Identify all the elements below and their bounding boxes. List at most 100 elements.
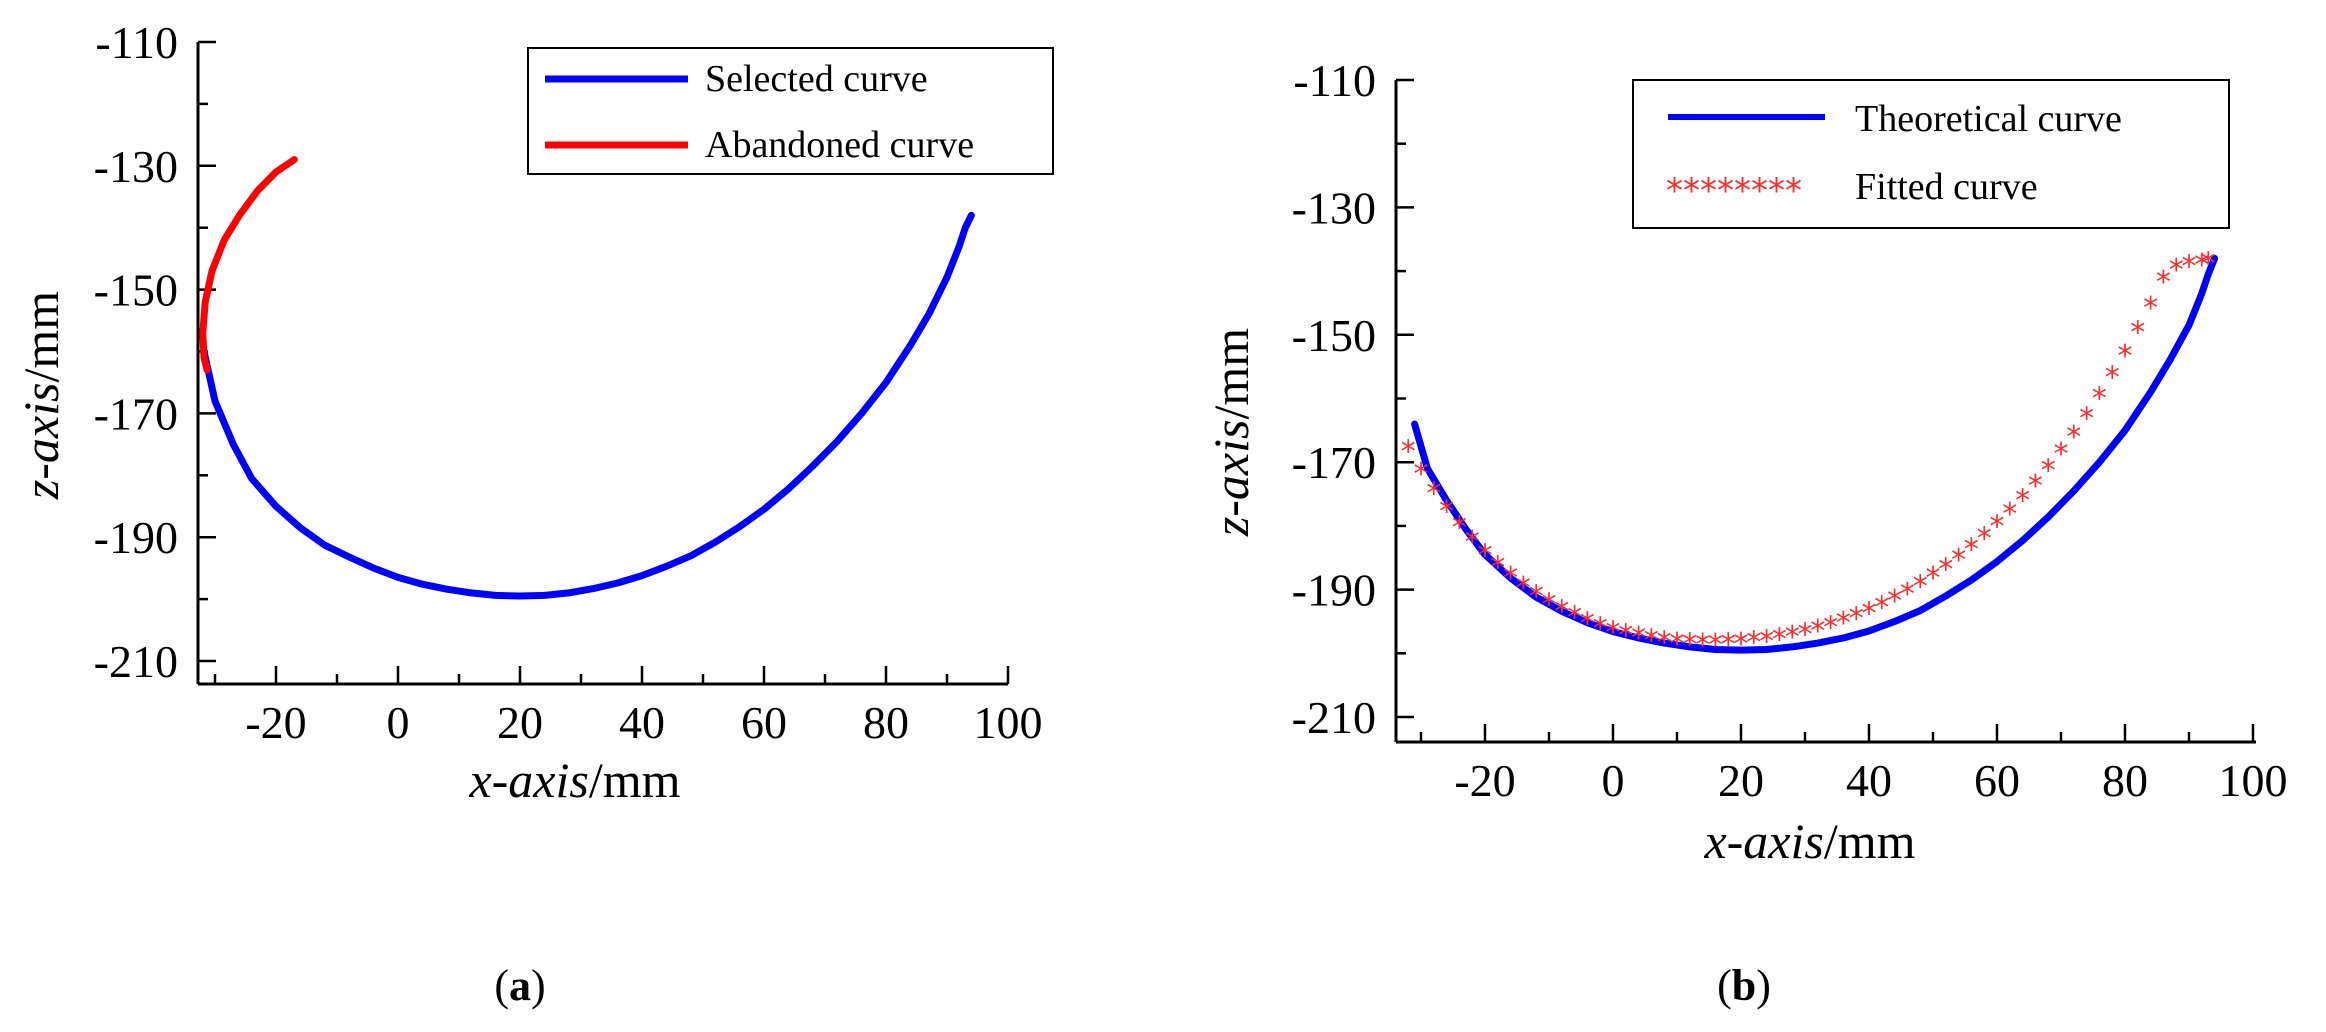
y-tick-label-a: -210 <box>94 636 178 687</box>
fitted-curve-point-b: * <box>2015 484 2030 519</box>
fitted-curve-point-b: * <box>1746 626 1761 661</box>
y-tick-label-b: -190 <box>1292 565 1376 616</box>
x-tick-label-b: 0 <box>1602 755 1625 806</box>
panel-label-a-close: ) <box>531 961 546 1010</box>
y-tick-label-b: -210 <box>1292 692 1376 743</box>
x-tick-label-a: 80 <box>863 697 909 748</box>
panel-label-b-open: ( <box>1717 961 1732 1010</box>
fitted-curve-point-b: * <box>2041 454 2056 489</box>
y-tick-label-a: -170 <box>94 388 178 439</box>
fitted-curve-point-b: * <box>2002 497 2017 532</box>
y-tick-label-b: -130 <box>1292 182 1376 233</box>
legend-a-box <box>527 47 1054 175</box>
y-tick-label-a: -190 <box>94 512 178 563</box>
fitted-curve-point-b: * <box>2028 469 2043 504</box>
chart-panel-a: -110-130-150-170-190-210-20 0 20 40 60 80 100 … <box>13 17 1054 1010</box>
y-axis-label-b-name: z-axis <box>1203 420 1259 538</box>
x-axis-label-b-name: x-axis <box>1703 813 1823 869</box>
fitted-curve-point-b: * <box>1529 580 1544 615</box>
fitted-curve-point-b: * <box>1644 624 1659 659</box>
fitted-curve-point-b: * <box>1478 538 1493 573</box>
x-tick-label-b: 100 <box>2219 755 2288 806</box>
fitted-curve-point-b: * <box>2169 253 2184 288</box>
fitted-curve-point-b: * <box>2092 382 2107 417</box>
fitted-curve-point-b: * <box>1618 619 1633 654</box>
x-tick-label-b: 80 <box>2102 755 2148 806</box>
fitted-curve-point-b: * <box>1798 617 1813 652</box>
fitted-curve-point-b: * <box>1439 494 1454 529</box>
x-axis-label-a: x-axis/mm <box>468 752 680 808</box>
y-axis-label-a: z-axis/mm <box>13 291 69 500</box>
selected-curve-line-a <box>200 211 975 600</box>
fitted-curve-point-b: * <box>2201 247 2216 282</box>
y-axis-label-a-unit: /mm <box>13 291 69 383</box>
y-axis-label-b-unit: /mm <box>1203 328 1259 420</box>
fitted-curve-point-b: * <box>1964 533 1979 568</box>
fitted-curve-point-b: * <box>1849 601 1864 636</box>
x-tick-label-a: 20 <box>497 697 543 748</box>
fitted-curve-point-b: * <box>1913 570 1928 605</box>
fitted-curve-point-b: * <box>2118 339 2133 374</box>
fitted-curve-point-b: * <box>1759 624 1774 659</box>
panel-label-b: (b) <box>1717 961 1771 1010</box>
legend-a-label-abandoned: Abandoned curve <box>705 124 974 166</box>
fitted-curve-point-b: * <box>1810 614 1825 649</box>
x-tick-label-b: -20 <box>1454 755 1515 806</box>
fitted-curve-point-b: * <box>1900 577 1915 612</box>
fitted-curve-point-b: * <box>2066 420 2081 455</box>
x-tick-label-a: -20 <box>245 697 306 748</box>
fitted-curve-point-b: * <box>1785 620 1800 655</box>
legend-b-label-fitted: Fitted curve <box>1855 166 2038 208</box>
fitted-curve-point-b: * <box>1990 510 2005 545</box>
fitted-curve-point-b: * <box>1887 584 1902 619</box>
plot-area-b: -110 -130 -150 -170 -190 -210 -20 0 20 40 60 80 100 *… <box>1292 55 2288 806</box>
y-tick-label-b: -170 <box>1292 437 1376 488</box>
panel-label-b-letter: b <box>1732 961 1756 1010</box>
fitted-curve-point-b: * <box>1708 628 1723 663</box>
fitted-curve-point-b: * <box>1414 457 1429 492</box>
fitted-curve-point-b: * <box>1542 587 1557 622</box>
x-tick-label-a: 0 <box>387 697 410 748</box>
panel-label-a-letter: a <box>509 961 531 1010</box>
legend-b-label-theoretical: Theoretical curve <box>1855 98 2122 140</box>
chart-panel-b: -110 -130 -150 -170 -190 -210 -20 0 20 40 60 80 100 *… <box>1203 55 2288 1010</box>
fitted-curve-point-b: * <box>1401 434 1416 469</box>
x-axis-label-a-unit: /mm <box>589 752 681 808</box>
fitted-curve-point-b: * <box>2079 401 2094 436</box>
fitted-curve-point-b: * <box>1977 522 1992 557</box>
x-tick-label-a: 100 <box>974 697 1043 748</box>
fitted-curve-point-b: * <box>2105 361 2120 396</box>
fitted-curve-point-b: * <box>1734 627 1749 662</box>
legend-a-label-selected: Selected curve <box>705 58 928 100</box>
fitted-curve-point-b: * <box>1951 543 1966 578</box>
plot-area-a: -110 -130 -150 -170 -190 -210 -20 0 20 40 60 80 100 <box>94 17 1043 748</box>
fitted-curve-point-b: * <box>2194 248 2209 283</box>
x-tick-label-a: 40 <box>619 697 665 748</box>
fitted-curve-point-b: * <box>2156 265 2171 300</box>
fitted-curve-point-b: * <box>1465 525 1480 560</box>
x-tick-label-b: 60 <box>1974 755 2020 806</box>
fitted-curve-point-b: * <box>1721 627 1736 662</box>
fitted-curve-point-b: * <box>1823 610 1838 645</box>
fitted-curve-point-b: * <box>1426 477 1441 512</box>
y-axis-label-a-name: z-axis <box>13 383 69 501</box>
x-axis-label-b-unit: /mm <box>1824 813 1916 869</box>
fitted-curve-point-b: * <box>2143 291 2158 326</box>
y-tick-label-a: -150 <box>94 265 178 316</box>
y-tick-label-b: -110 <box>1293 55 1376 106</box>
fitted-curve-point-b: * <box>1772 622 1787 657</box>
fitted-curve-point-b: * <box>1593 612 1608 647</box>
x-axis-label-b: x-axis/mm <box>1703 813 1915 869</box>
fitted-curve-point-b: * <box>1554 594 1569 629</box>
fitted-curve-point-b: * <box>1503 561 1518 596</box>
x-tick-label-b: 20 <box>1718 755 1764 806</box>
y-tick-label-a: -110 <box>95 17 178 68</box>
abandoned-curve-line-a <box>199 156 298 374</box>
y-tick-label-b: -150 <box>1292 310 1376 361</box>
x-axis-label-a-name: x-axis <box>468 752 588 808</box>
fitted-curve-point-b: * <box>1567 601 1582 636</box>
fitted-curve-point-b: * <box>1836 606 1851 641</box>
fitted-curve-point-b: * <box>1682 627 1697 662</box>
y-tick-label-a: -130 <box>94 141 178 192</box>
